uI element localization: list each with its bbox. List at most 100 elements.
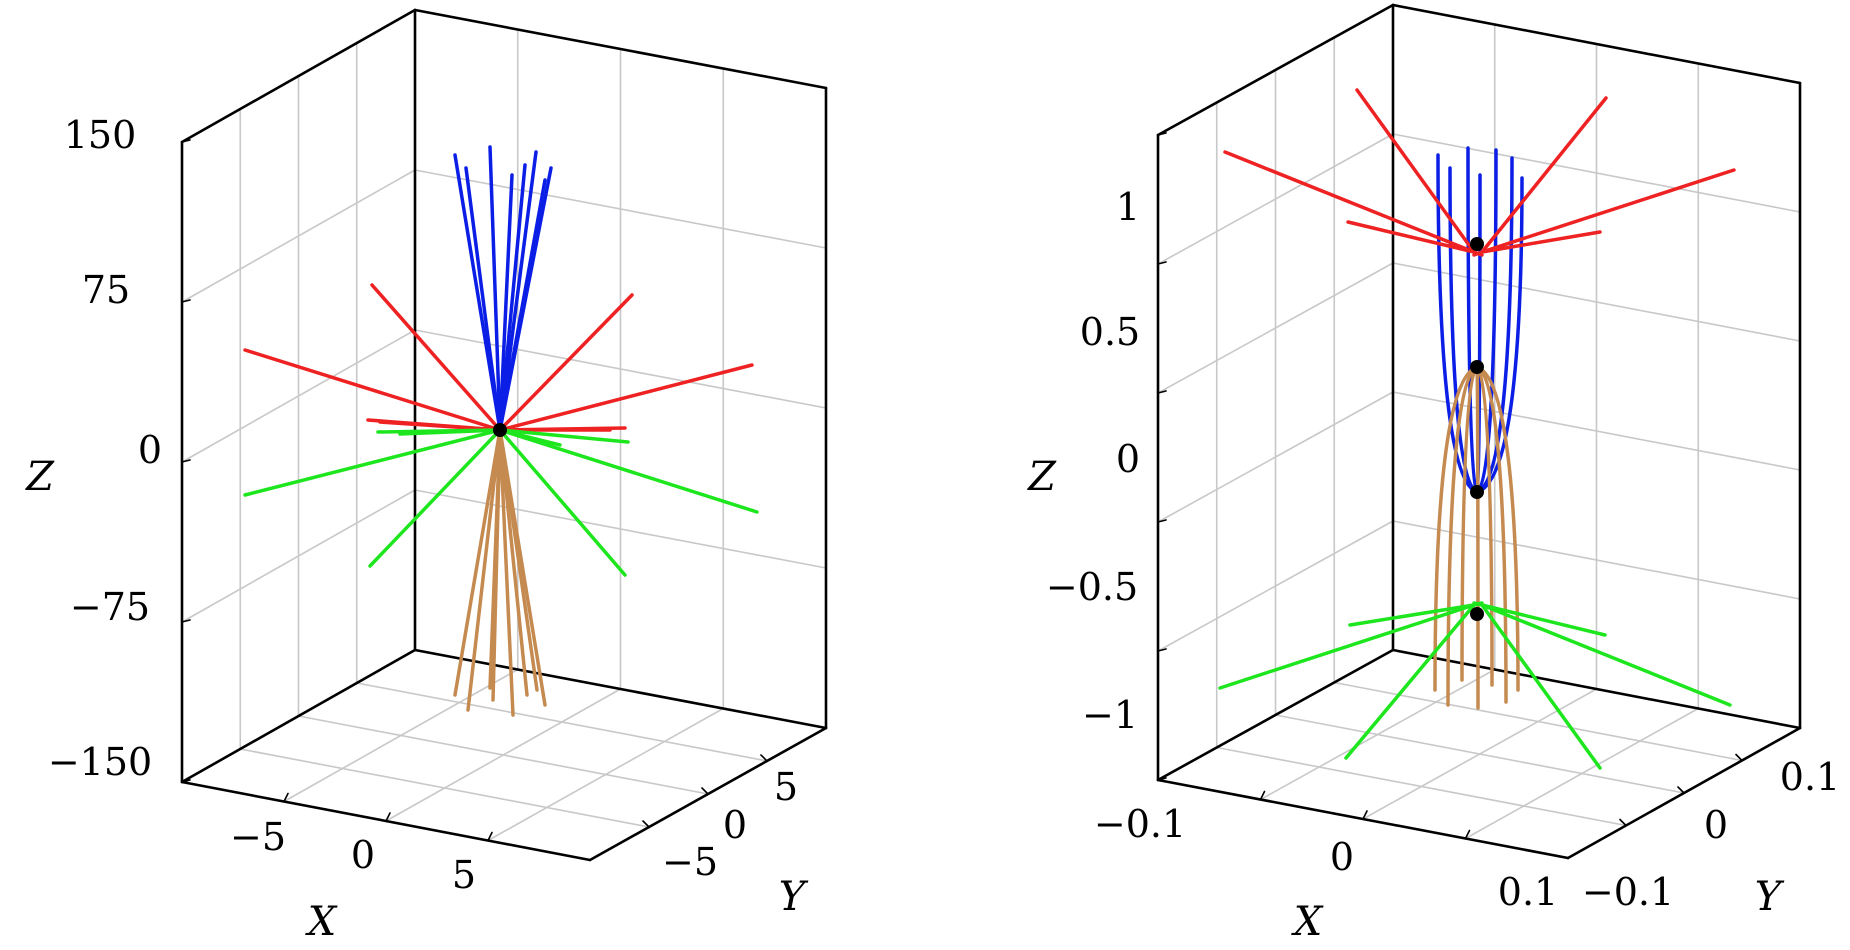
right-ztick-label: −0.5 (1046, 565, 1138, 609)
r-center-point (1470, 237, 1484, 251)
l-floor-gridline (283, 668, 519, 803)
l-tick (181, 299, 191, 303)
r-series-line (1475, 365, 1480, 710)
l-series-line (491, 428, 502, 702)
l-series-line (498, 178, 547, 432)
l-series-line (398, 428, 502, 436)
r-tick (1157, 777, 1167, 781)
left-grid (181, 9, 827, 842)
l-tick (487, 831, 493, 842)
l-tick (385, 812, 391, 822)
l-series-line (498, 428, 630, 444)
l-floor-gridline (385, 688, 622, 822)
r-center-point (1470, 485, 1484, 499)
r-series-line (1472, 601, 1484, 607)
r-tick (1464, 829, 1471, 840)
l-series-line (464, 166, 502, 432)
l-box-edge (413, 648, 828, 730)
r-tick (1157, 390, 1167, 394)
r-series-line (1475, 365, 1508, 704)
r-tick (1157, 648, 1167, 652)
left-tick-labels: 150 75 0 −75 −150 Z −5 0 5 X −5 0 5 Y (24, 113, 809, 945)
l-series-line (243, 348, 502, 432)
l-series-line (498, 428, 562, 447)
left-ztick-label: 0 (138, 428, 162, 472)
l-series-line (243, 428, 502, 497)
right-ytick-label: −0.1 (1582, 870, 1674, 914)
left-ztick-label: 75 (82, 268, 130, 312)
r-series-line (1355, 88, 1476, 254)
l-tick (283, 792, 289, 803)
left-xtick-label: 5 (452, 853, 476, 897)
left-xaxis-label: X (305, 899, 338, 945)
l-series-line (498, 428, 529, 697)
l-floor-gridline (487, 707, 725, 842)
right-zaxis-label: Z (1026, 454, 1057, 500)
left-ytick-label: −5 (662, 840, 718, 884)
r-tick (1677, 786, 1685, 794)
right-tick-labels: 1 0.5 0 −0.5 −1 Z −0.1 0 0.1 X −0.1 0 0.… (1026, 185, 1840, 945)
left-yaxis-label: Y (779, 874, 809, 920)
l-series-line (370, 283, 502, 432)
r-floor-gridline (1464, 707, 1700, 840)
r-tick (1735, 753, 1743, 762)
right-yaxis-label: Y (1755, 874, 1785, 920)
r-series-line (1436, 153, 1479, 494)
r-center-point (1470, 360, 1484, 374)
l-tick (701, 787, 709, 795)
r-tick (1362, 810, 1368, 820)
left-xtick-label: 0 (351, 833, 375, 877)
right-ytick-label: 0 (1704, 803, 1728, 847)
l-series-line (498, 428, 627, 577)
r-series-line (1460, 365, 1479, 682)
l-series-line (453, 428, 502, 697)
left-zaxis-label: Z (24, 454, 55, 500)
r-tick (1619, 818, 1627, 827)
r-series-line (1472, 250, 1484, 257)
r-box-edge (1156, 648, 1395, 782)
r-series-line (1446, 365, 1479, 707)
l-box-edge (180, 8, 417, 144)
right-ytick-label: 0.1 (1780, 755, 1840, 799)
l-box-edge (180, 648, 417, 784)
left-xtick-label: −5 (230, 815, 286, 859)
r-series-line (1480, 603, 1602, 770)
right-panel: 1 0.5 0 −0.5 −1 Z −0.1 0 0.1 X −0.1 0 0.… (1026, 3, 1840, 945)
left-ztick-label: −150 (48, 740, 152, 784)
r-box-edge (1156, 3, 1395, 137)
r-tick (1157, 132, 1167, 136)
r-series-line (1475, 365, 1494, 687)
right-xtick-label: 0 (1330, 835, 1354, 879)
right-ztick-label: 1 (1116, 185, 1140, 229)
l-center-point (493, 423, 507, 437)
r-tick (1157, 519, 1167, 523)
r-series-line (1480, 168, 1736, 254)
left-ytick-label: 0 (723, 803, 747, 847)
r-series-line (1466, 146, 1479, 494)
left-ytick-label: 5 (774, 765, 798, 809)
l-series-line (498, 173, 514, 432)
l-tick (642, 820, 650, 828)
l-series-line (488, 145, 502, 432)
r-series-line (1346, 220, 1476, 254)
r-floor-gridline (1362, 688, 1598, 820)
l-series-line (466, 428, 502, 712)
r-series-line (1348, 603, 1476, 627)
l-series-line (498, 363, 754, 432)
l-series-line (498, 293, 634, 432)
right-ztick-label: 0 (1116, 437, 1140, 481)
right-ztick-label: 0.5 (1080, 310, 1140, 354)
right-xaxis-label: X (1291, 899, 1324, 945)
left-ztick-label: 150 (64, 113, 137, 157)
left-panel: 150 75 0 −75 −150 Z −5 0 5 X −5 0 5 Y (24, 8, 828, 945)
r-series-line (1475, 156, 1514, 494)
r-tick (1259, 790, 1266, 801)
r-series-line (1433, 365, 1479, 692)
l-series-line (498, 428, 539, 692)
l-series-line (498, 150, 538, 432)
r-series-line (1475, 176, 1524, 494)
l-tick (181, 139, 191, 143)
right-series-lines (1218, 88, 1736, 770)
r-series-line (1344, 603, 1476, 760)
